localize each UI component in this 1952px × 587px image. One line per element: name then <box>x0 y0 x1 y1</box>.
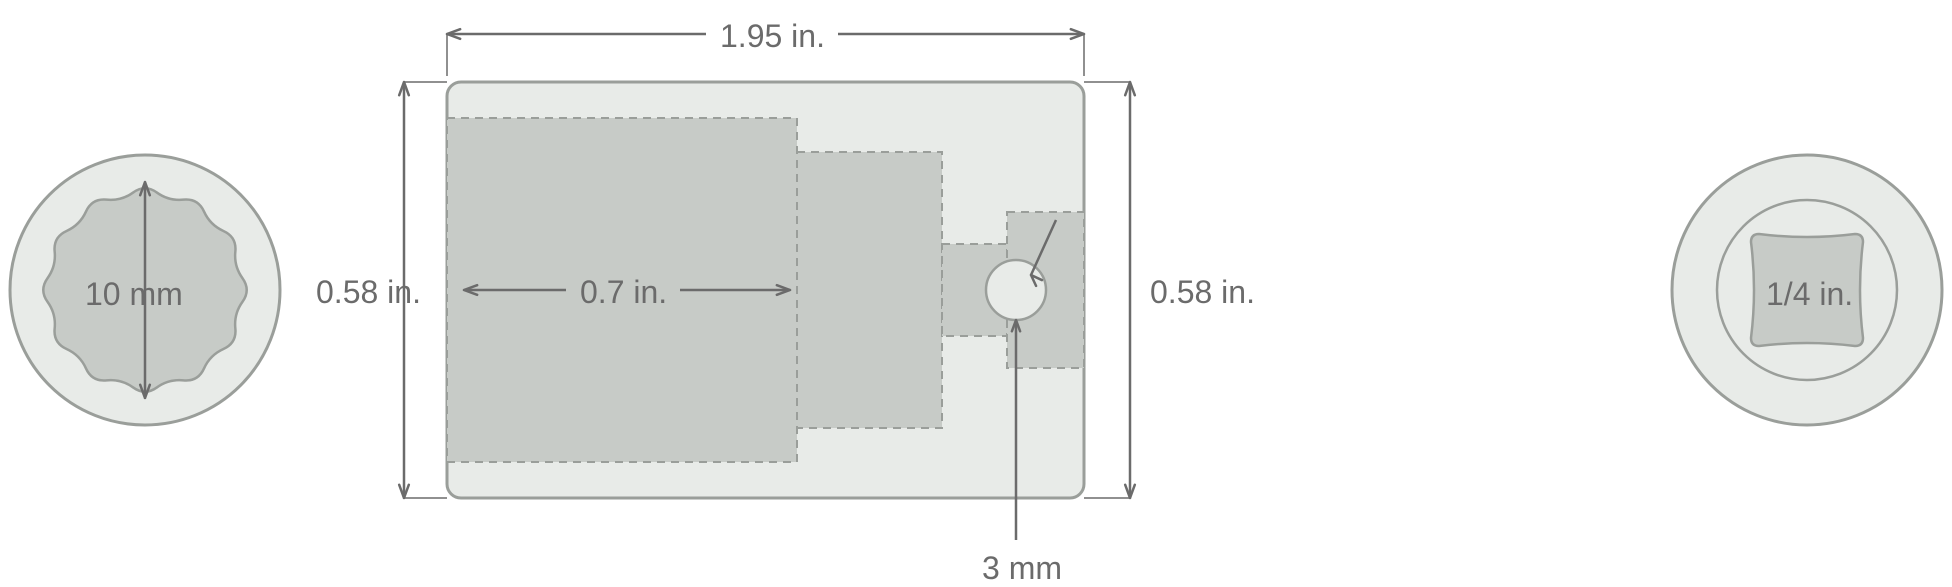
label-front-size: 10 mm <box>85 276 183 313</box>
label-back-size: 1/4 in. <box>1766 276 1853 313</box>
label-overall-length: 1.95 in. <box>720 18 825 55</box>
label-height-right: 0.58 in. <box>1150 274 1255 311</box>
label-ball: 3 mm <box>982 550 1062 587</box>
label-height-left: 0.58 in. <box>316 274 421 311</box>
technical-diagram: 10 mm 1/4 in. 1.95 in. 0.7 in. 0.58 in. … <box>0 0 1952 584</box>
label-depth: 0.7 in. <box>580 274 667 311</box>
